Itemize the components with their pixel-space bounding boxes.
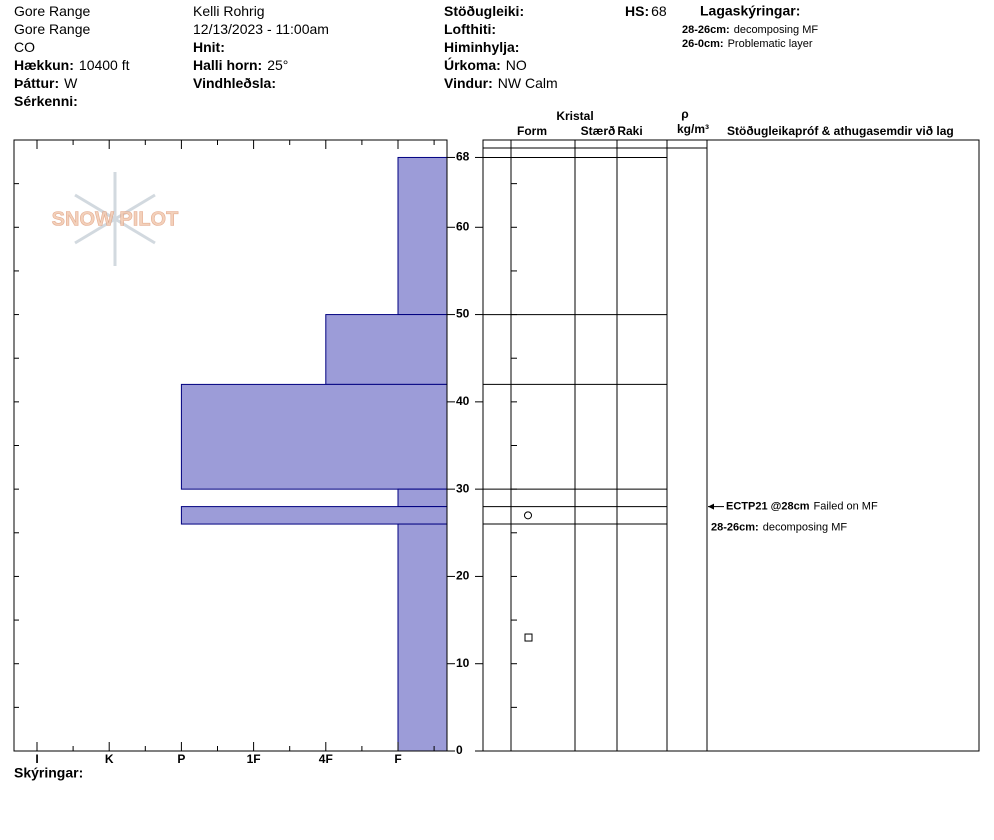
field-label: Himinhylja: (444, 39, 519, 55)
header-field: Sérkenni: (14, 93, 78, 109)
layer-comment: 28-26cm: decomposing MF (711, 522, 847, 534)
column-header: Stöðugleikapróf & athugasemdir við lag (727, 124, 954, 138)
y-tick-label: 68 (456, 150, 470, 164)
hs-label: HS: (625, 3, 649, 19)
grain-symbol (524, 511, 532, 520)
y-tick-label: 30 (456, 481, 470, 495)
test-text: Failed on MF (814, 501, 878, 513)
field-label: Vindur: (444, 75, 493, 91)
field-value: W (64, 75, 78, 91)
header-field: Stöðugleiki: (444, 3, 524, 19)
header-field: Vindhleðsla: (193, 75, 276, 91)
hardness-bar (397, 523, 448, 752)
field-label: Lofthiti: (444, 21, 496, 37)
header-text: Gore Range (14, 21, 90, 37)
field-label: Vindhleðsla: (193, 75, 276, 91)
header-field: Hækkun: 10400 ft (14, 57, 130, 73)
legend-text: Problematic layer (728, 38, 813, 50)
field-label: Hnit: (193, 39, 225, 55)
x-tick-label: F (394, 752, 401, 766)
x-tick-label: 4F (319, 752, 333, 766)
hardness-bar (180, 383, 448, 490)
test-label: ECTP21 @28cm (726, 501, 810, 513)
logo-text: SNOW PILOT (52, 208, 179, 230)
test-arrowhead (708, 503, 714, 510)
x-tick-label: K (105, 752, 114, 766)
field-label: Þáttur: (14, 75, 59, 91)
hardness-bar (180, 506, 448, 525)
table-frame (482, 139, 980, 752)
field-label: Stöðugleiki: (444, 3, 524, 19)
x-tick-label: 1F (247, 752, 261, 766)
field-label: Hækkun: (14, 57, 74, 73)
comment-label: 28-26cm: (711, 522, 759, 534)
hs: HS: 68 (625, 3, 667, 19)
column-header: Raki (617, 124, 642, 138)
header-field: Gore Range (14, 21, 90, 37)
field-value: NO (506, 57, 527, 73)
test-note: ECTP21 @28cm Failed on MF (726, 501, 878, 513)
hs-value: 68 (651, 3, 667, 19)
logo-snowflake (74, 172, 156, 266)
header-field: Lofthiti: (444, 21, 496, 37)
y-tick-label: 60 (456, 219, 470, 233)
hardness-bar (397, 156, 448, 316)
legend-title: Lagaskýringar: (700, 3, 800, 19)
field-label: Sérkenni: (14, 93, 78, 109)
header-text: Gore Range (14, 3, 90, 19)
column-header: kg/m³ (677, 122, 709, 136)
legend-item: 28-26cm: decomposing MF (682, 24, 818, 36)
column-header: Kristal (556, 109, 593, 123)
comment-text: decomposing MF (763, 522, 848, 534)
field-value: NW Calm (498, 75, 558, 91)
legend-item: 26-0cm: Problematic layer (682, 38, 813, 50)
column-header: Stærð (581, 124, 616, 138)
field-value: 25° (267, 57, 288, 73)
header-field: Vindur: NW Calm (444, 75, 558, 91)
legend-text: decomposing MF (734, 24, 819, 36)
field-label: Úrkoma: (444, 56, 501, 73)
header-field: Hnit: (193, 39, 225, 55)
y-tick-label: 40 (456, 394, 470, 408)
x-tick-label: P (177, 752, 185, 766)
header-text: 12/13/2023 - 11:00am (193, 21, 329, 37)
y-tick-label: 10 (456, 656, 470, 670)
legend-label: 28-26cm: (682, 24, 730, 36)
field-value: 10400 ft (79, 57, 130, 73)
header-text: CO (14, 39, 35, 55)
column-header: Form (517, 124, 547, 138)
header-field: CO (14, 39, 35, 55)
header-field: Gore Range (14, 3, 90, 19)
x-tick-label: I (35, 752, 38, 766)
header-field: Himinhylja: (444, 39, 519, 55)
footer: Skýringar: (14, 765, 83, 781)
legend-label: 26-0cm: (682, 38, 724, 50)
y-tick-label: 0 (456, 743, 463, 757)
y-tick-label: 20 (456, 569, 470, 583)
header-field: Þáttur: W (14, 75, 78, 91)
hardness-bar (397, 488, 448, 508)
header-field: 12/13/2023 - 11:00am (193, 21, 329, 37)
grain-symbol (524, 633, 533, 642)
header-field: Halli horn: 25° (193, 57, 288, 73)
column-header: ρ (681, 107, 688, 121)
y-tick-label: 50 (456, 307, 470, 321)
field-label: Halli horn: (193, 57, 262, 73)
header-field: Kelli Rohrig (193, 3, 265, 19)
header-field: Úrkoma: NO (444, 56, 527, 73)
header-text: Kelli Rohrig (193, 3, 265, 19)
hardness-bar (325, 314, 448, 385)
